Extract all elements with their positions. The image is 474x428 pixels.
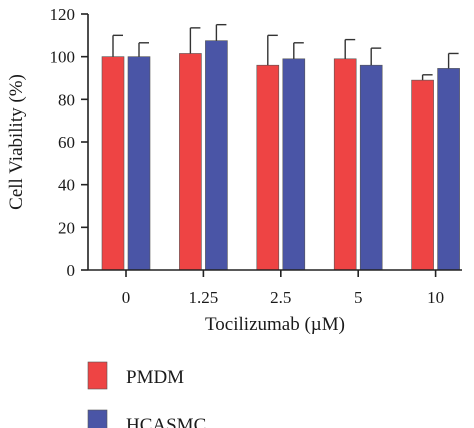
bars-layer bbox=[101, 40, 460, 271]
y-tick-label: 40 bbox=[58, 176, 75, 195]
bar-hcasmc bbox=[282, 58, 306, 271]
bar-pmdm bbox=[179, 53, 202, 271]
bar-hcasmc bbox=[127, 56, 151, 271]
y-tick-label: 0 bbox=[67, 261, 76, 280]
y-tick-label: 100 bbox=[50, 48, 76, 67]
bar-pmdm bbox=[256, 64, 280, 271]
x-axis-title: Tocilizumab (µM) bbox=[205, 314, 345, 335]
bar-pmdm bbox=[101, 56, 125, 271]
bar-hcasmc bbox=[359, 64, 383, 271]
error-bars-layer bbox=[112, 23, 459, 81]
x-tick-label: 0 bbox=[122, 288, 131, 307]
legend-swatch-hcasmc bbox=[87, 409, 108, 428]
legend-swatch-pmdm bbox=[87, 361, 108, 390]
bar-pmdm bbox=[411, 79, 434, 271]
legend-label-pmdm: PMDM bbox=[126, 367, 184, 388]
x-tick-label: 10 bbox=[427, 288, 444, 307]
x-tick-label: 5 bbox=[354, 288, 363, 307]
y-tick-label: 80 bbox=[58, 90, 75, 109]
bar-hcasmc bbox=[205, 40, 228, 271]
bar-pmdm bbox=[333, 58, 357, 271]
y-axis-ticks: 0 20 40 60 80 100 120 bbox=[50, 5, 88, 280]
y-axis-title: Cell Viability (%) bbox=[6, 74, 27, 210]
legend: PMDM HCASMC bbox=[87, 361, 206, 428]
x-tick-label: 1.25 bbox=[189, 288, 219, 307]
y-tick-label: 120 bbox=[50, 5, 76, 24]
bar-hcasmc bbox=[437, 68, 460, 271]
y-tick-label: 60 bbox=[58, 133, 75, 152]
y-tick-label: 20 bbox=[58, 218, 75, 237]
x-tick-label: 2.5 bbox=[270, 288, 291, 307]
x-axis-ticks: 0 1.25 2.5 5 10 bbox=[122, 270, 444, 307]
legend-label-hcasmc: HCASMC bbox=[126, 415, 206, 428]
